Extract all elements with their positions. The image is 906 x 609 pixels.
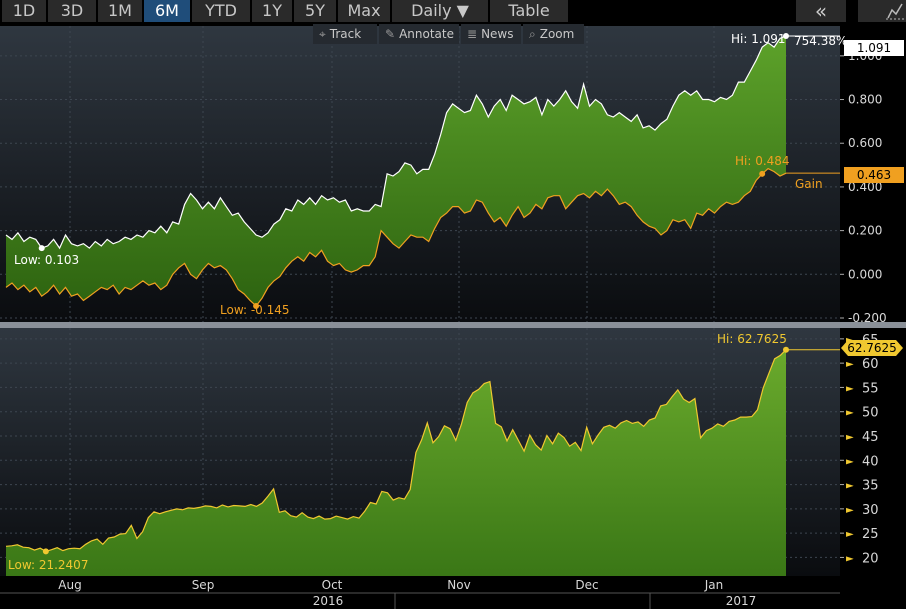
annotate-button[interactable]: ✎ Annotate (379, 24, 459, 44)
orange-hi-label: Hi: 0.484 (735, 154, 790, 168)
series-orange-line (5, 167, 787, 307)
white-end-value: 1.091 (857, 41, 891, 55)
bottom-ytick-label: 25 (862, 527, 879, 542)
track-label: Track (329, 27, 362, 41)
y-axis-background (840, 26, 906, 576)
orange-low-label: Low: -0.145 (220, 303, 290, 317)
series-white-line (5, 35, 787, 250)
zoom-button[interactable]: ⌕ Zoom (523, 24, 584, 44)
orange-hi-marker (759, 170, 766, 177)
collapse-panel-button[interactable]: « (796, 0, 846, 22)
top-ytick-label: -0.200 (848, 311, 887, 325)
chart-tools-icon-glyph (886, 3, 904, 20)
top-ytick-label: 0.800 (848, 93, 882, 107)
news-label: News (481, 27, 514, 41)
bottom-ytick-arrow: ► (846, 359, 854, 370)
bottom-low-marker (42, 548, 49, 555)
bottom-ytick-arrow: ► (846, 505, 854, 516)
bottom-end-badge (841, 340, 903, 356)
bottom-ytick-label: 55 (862, 381, 879, 396)
top-ytick-label: 0.400 (848, 180, 882, 194)
crosshair-icon: ⌖ (319, 27, 326, 41)
bottom-ytick-label: 45 (862, 430, 879, 445)
orange-end-badge (844, 167, 904, 183)
top-ytick-label: 0.000 (848, 267, 882, 281)
bottom-ytick-label: 40 (862, 454, 879, 469)
track-button[interactable]: ⌖ Track (313, 24, 377, 44)
bottom-ytick-label: 60 (862, 357, 879, 372)
pct-change-label: 754.38% (794, 34, 847, 48)
x-month-label: Oct (322, 578, 343, 592)
zoom-icon: ⌕ (529, 27, 536, 41)
bottom-end-value: 62.7625 (847, 341, 897, 355)
x-month-label: Sep (192, 578, 215, 592)
white-end-badge (844, 40, 904, 56)
bottom-area-fill (6, 349, 786, 576)
x-month-label: Dec (575, 578, 598, 592)
bottom-ytick-label: 35 (862, 479, 879, 494)
range-button-table[interactable]: Table (490, 0, 568, 22)
gain-label: Gain (795, 177, 823, 191)
top-ytick-label: 0.600 (848, 136, 882, 150)
bottom-low-label: Low: 21.2407 (8, 558, 88, 572)
x-month-label: Nov (447, 578, 470, 592)
range-button-5y[interactable]: 5Y (294, 0, 336, 22)
panel-divider (0, 322, 906, 328)
bottom-ytick-arrow: ► (846, 553, 854, 564)
x-year-label: 2016 (313, 594, 344, 608)
zoom-label: Zoom (539, 27, 575, 41)
orange-low-marker (253, 302, 260, 309)
bottom-ytick-label: 30 (862, 503, 879, 518)
toolbar: 1D 3D 1M 6M YTD 1Y 5Y Max Daily ▼ Table (0, 0, 906, 24)
range-button-frequency[interactable]: Daily ▼ (392, 0, 488, 22)
range-button-1y[interactable]: 1Y (252, 0, 292, 22)
bottom-ytick-arrow: ► (846, 383, 854, 394)
range-button-1d[interactable]: 1D (2, 0, 46, 22)
chart-tools-icon[interactable] (858, 0, 906, 22)
x-month-label: Aug (58, 578, 81, 592)
top-ytick-label: 0.200 (848, 224, 882, 238)
band-fill (6, 36, 786, 306)
white-low-label: Low: 0.103 (14, 253, 79, 267)
bottom-ytick-label: 50 (862, 406, 879, 421)
white-hi-label: Hi: 1.091 (731, 32, 786, 46)
bottom-ytick-arrow: ► (846, 408, 854, 419)
bottom-ytick-arrow: ► (846, 432, 854, 443)
x-month-label: Jan (704, 578, 724, 592)
x-year-label: 2017 (726, 594, 757, 608)
range-button-max[interactable]: Max (338, 0, 390, 22)
bottom-area-line (5, 349, 787, 553)
orange-end-value: 0.463 (857, 168, 891, 182)
bottom-hi-label: Hi: 62.7625 (717, 332, 787, 346)
range-button-ytd[interactable]: YTD (192, 0, 250, 22)
bottom-ytick-arrow: ► (846, 529, 854, 540)
annotate-label: Annotate (399, 27, 454, 41)
news-icon: ≣ (467, 27, 478, 41)
bottom-ytick-arrow: ► (846, 481, 854, 492)
bottom-ytick-label: 20 (862, 551, 879, 566)
news-button[interactable]: ≣ News (461, 24, 521, 44)
white-low-marker (38, 245, 45, 252)
bottom-ytick-arrow: ► (846, 456, 854, 467)
range-button-1m[interactable]: 1M (98, 0, 142, 22)
pencil-icon: ✎ (385, 27, 396, 41)
range-button-6m[interactable]: 6M (144, 0, 190, 22)
range-button-3d[interactable]: 3D (48, 0, 96, 22)
